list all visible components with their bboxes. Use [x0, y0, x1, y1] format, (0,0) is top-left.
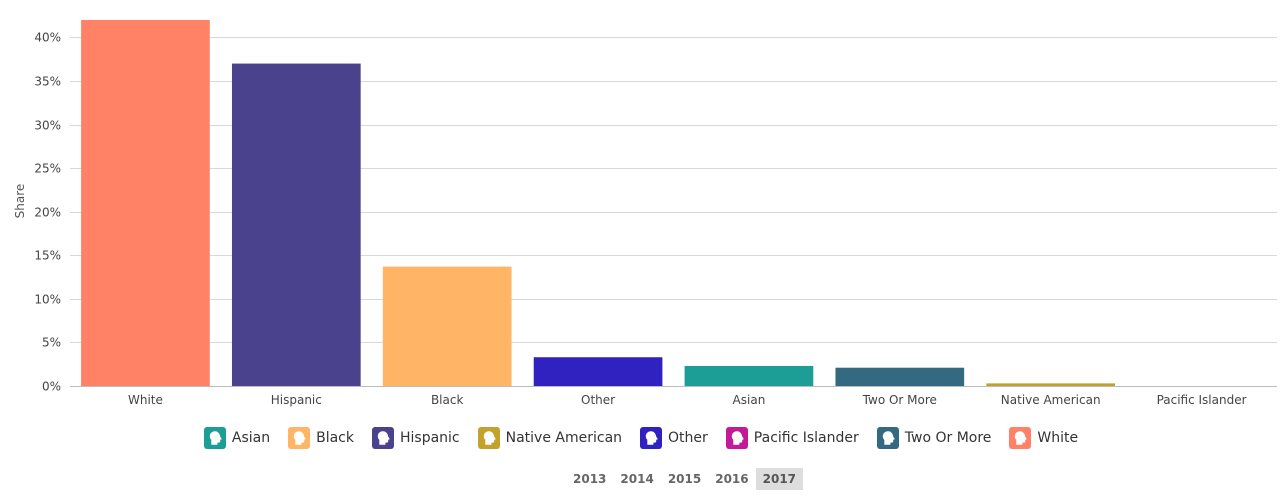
y-tick-label: 35%	[34, 75, 61, 89]
x-tick-label: Other	[581, 393, 615, 407]
person-head-icon	[1009, 427, 1032, 449]
year-selector: 2013 2014 2015 2016 2017	[566, 467, 804, 491]
x-tick-label: Asian	[733, 393, 766, 407]
person-head-icon	[288, 427, 311, 449]
person-head-icon	[203, 427, 226, 449]
y-tick-label: 30%	[34, 119, 61, 133]
legend-label: Two Or More	[904, 430, 992, 446]
x-tick-label: Native American	[1001, 393, 1101, 407]
legend-item-white[interactable]: White	[1009, 427, 1078, 449]
legend-item-two-or-more[interactable]: Two Or More	[876, 427, 992, 449]
person-head-icon	[477, 427, 500, 449]
legend-label: Pacific Islander	[753, 430, 859, 446]
person-head-icon	[725, 427, 748, 449]
y-tick-label: 25%	[34, 162, 61, 176]
y-tick-label: 5%	[42, 336, 61, 350]
y-tick-label: 15%	[34, 249, 61, 263]
legend-item-other[interactable]: Other	[640, 427, 708, 449]
person-head-icon	[876, 427, 899, 449]
x-tick-label: White	[128, 393, 163, 407]
bar-chart: 0% 5% 10% 15% 20% 25% 30% 35% 40% White Hispanic B…	[13, 20, 1277, 407]
legend-label: Native American	[505, 430, 623, 446]
bar-native-american[interactable]	[986, 383, 1116, 386]
year-option-2015[interactable]: 2015	[667, 472, 702, 486]
legend-item-black[interactable]: Black	[288, 427, 354, 449]
x-tick-label: Two Or More	[862, 393, 937, 407]
x-tick-label: Pacific Islander	[1157, 393, 1247, 407]
person-head-icon	[640, 427, 663, 449]
legend: Asian Black Hispanic Native American Other Pa…	[0, 424, 1282, 452]
y-tick-label: 0%	[42, 380, 61, 394]
legend-label: Other	[668, 430, 708, 446]
x-tick-label: Hispanic	[271, 393, 322, 407]
year-option-2014[interactable]: 2014	[620, 472, 654, 486]
y-tick-label: 20%	[34, 206, 61, 220]
bar-other[interactable]	[533, 357, 663, 386]
person-head-icon	[371, 427, 394, 449]
legend-item-native-american[interactable]: Native American	[477, 427, 623, 449]
year-option-2017[interactable]: 2017	[755, 468, 804, 490]
x-axis-labels: White Hispanic Black Other Asian Two Or More N…	[128, 393, 1247, 407]
legend-item-pacific-islander[interactable]: Pacific Islander	[725, 427, 859, 449]
legend-label: White	[1037, 430, 1079, 446]
year-option-2016[interactable]: 2016	[715, 472, 749, 486]
year-option-2013[interactable]: 2013	[573, 472, 607, 486]
legend-label: Hispanic	[399, 430, 460, 446]
y-axis-ticks: 0% 5% 10% 15% 20% 25% 30% 35% 40%	[34, 31, 61, 394]
x-tick-label: Black	[431, 393, 464, 407]
bar-white[interactable]	[81, 20, 210, 386]
legend-item-asian[interactable]: Asian	[203, 427, 271, 449]
legend-label: Asian	[231, 430, 271, 446]
y-tick-label: 10%	[34, 293, 61, 307]
legend-label: Black	[316, 430, 354, 446]
legend-item-hispanic[interactable]: Hispanic	[371, 427, 460, 449]
bar-hispanic[interactable]	[231, 63, 361, 386]
bar-black[interactable]	[382, 266, 512, 386]
bars	[81, 20, 1116, 386]
bar-two-or-more[interactable]	[835, 367, 965, 386]
bar-asian[interactable]	[684, 365, 814, 386]
y-tick-label: 40%	[34, 31, 61, 45]
y-axis-title: Share	[13, 184, 27, 219]
